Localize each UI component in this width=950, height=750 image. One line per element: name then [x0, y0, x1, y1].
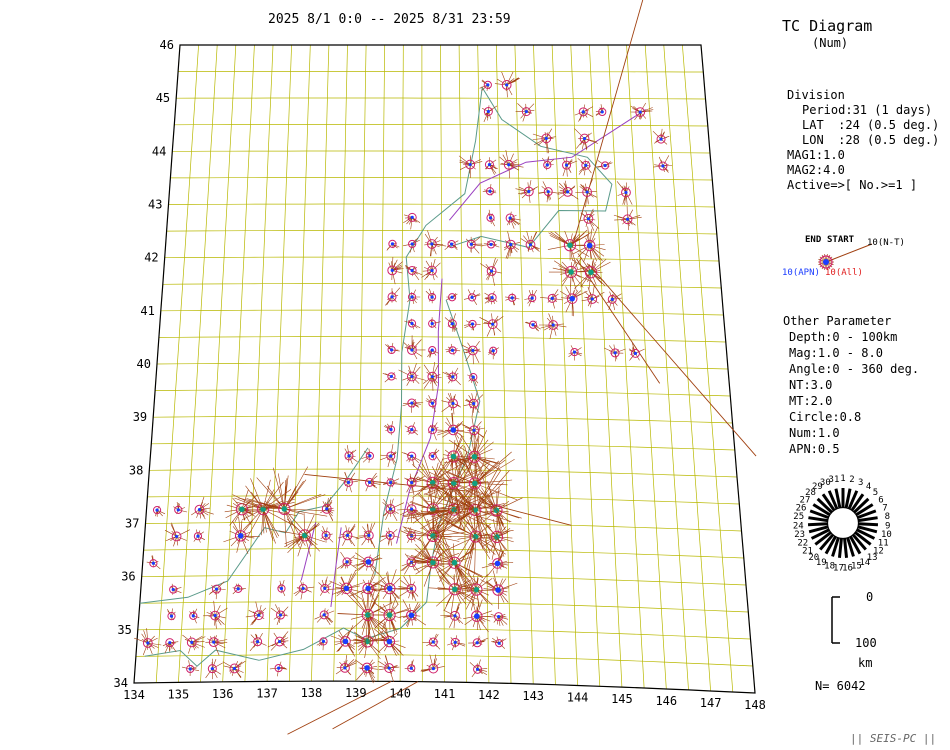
day-label: 11: [878, 539, 889, 549]
division-mag1: MAG1:1.0: [787, 148, 845, 162]
lon-label: 143: [522, 689, 544, 703]
day-label: 2: [849, 475, 854, 485]
division-lat: LAT :24 (0.5 deg.): [802, 118, 940, 132]
day-label: 1: [840, 474, 845, 484]
period-label: 2025 8/1 0:0 -- 2025 8/31 23:59: [268, 12, 511, 27]
day-label: 7: [882, 503, 887, 513]
other-apn: APN:0.5: [789, 442, 840, 456]
footer-brand: || SEIS-PC ||: [850, 732, 937, 745]
day-label: 28: [805, 488, 816, 498]
lon-label: 135: [168, 687, 190, 701]
legend-nt: 10(N-T): [867, 238, 905, 248]
day-label: 23: [794, 530, 805, 540]
legend-symbol: [818, 243, 873, 270]
axis-labels: 34 35 36 37 38 39 40 41 42 43 44 45 46 134 135 136 137 13…: [114, 38, 766, 712]
lon-label: 139: [345, 686, 367, 700]
depth-scale-bottom: 100: [855, 636, 877, 650]
day-label: 15: [851, 562, 862, 572]
lat-label: 46: [160, 38, 174, 52]
day-label: 29: [812, 482, 823, 492]
legend-start: START: [827, 235, 855, 245]
day-label: 20: [808, 553, 819, 563]
tc-symbols: [134, 71, 673, 684]
diagram-title: TC Diagram: [782, 17, 873, 35]
depth-scale-unit: km: [858, 656, 873, 670]
lat-label: 38: [129, 463, 143, 477]
other-circle: Circle:0.8: [789, 410, 862, 424]
lon-label: 137: [256, 686, 278, 700]
other-mt: MT:2.0: [789, 394, 833, 408]
coastline: [139, 86, 613, 667]
other-depth: Depth:0 - 100km: [789, 330, 898, 344]
lat-label: 43: [148, 198, 162, 212]
day-label: 8: [885, 512, 890, 522]
division-lon: LON :28 (0.5 deg.): [802, 133, 940, 147]
lon-label: 142: [478, 688, 500, 702]
day-label: 4: [866, 482, 871, 492]
volcanic-front-lines: [300, 109, 646, 607]
day-label: 6: [878, 495, 883, 505]
day-label: 31: [829, 475, 840, 485]
depth-scale-top: 0: [866, 590, 874, 604]
day-label: 19: [816, 558, 827, 568]
division-heading: Division: [787, 88, 845, 102]
day-label: 10: [881, 530, 892, 540]
day-label: 18: [824, 562, 835, 572]
other-heading: Other Parameter: [783, 314, 892, 328]
day-label: 27: [800, 495, 811, 505]
other-mag: Mag:1.0 - 8.0: [789, 346, 883, 360]
other-nt: NT:3.0: [789, 378, 833, 392]
lat-label: 37: [125, 517, 139, 531]
lon-label: 147: [700, 696, 722, 710]
day-label: 3: [858, 478, 863, 488]
lat-label: 42: [144, 251, 158, 265]
day-label: 25: [793, 512, 804, 522]
lat-label: 44: [152, 144, 166, 158]
day-label: 22: [797, 539, 808, 549]
day-label: 24: [793, 521, 804, 531]
day-label: 17: [833, 564, 844, 574]
lon-label: 141: [434, 687, 456, 701]
day-label: 16: [842, 564, 853, 574]
division-active: Active=>[ No.>=1 ]: [787, 178, 918, 192]
lon-label: 136: [212, 687, 234, 701]
lon-label: 145: [611, 692, 633, 706]
lat-lon-grid: [133, 44, 756, 694]
day-label: 13: [867, 553, 878, 563]
lon-label: 140: [389, 686, 411, 700]
day-label: 5: [873, 488, 878, 498]
other-angle: Angle:0 - 360 deg.: [789, 362, 920, 376]
lon-label: 144: [567, 690, 589, 704]
lon-label: 134: [123, 688, 145, 702]
map-frame: [133, 44, 756, 694]
legend-apn: 10(APN): [782, 268, 820, 278]
diagram-subtitle: (Num): [812, 36, 849, 50]
day-label: 14: [859, 558, 870, 568]
lon-label: 146: [655, 694, 677, 708]
lat-label: 36: [121, 570, 135, 584]
day-clock-dial: 1 2 3 4567891011121314151617181920212223242…: [793, 474, 892, 573]
lon-label: 138: [301, 686, 323, 700]
lon-label: 148: [744, 698, 766, 712]
depth-scale-bar: [831, 596, 840, 644]
legend-end: END: [805, 235, 822, 245]
lat-label: 45: [156, 91, 170, 105]
event-count: N= 6042: [815, 679, 866, 693]
lat-label: 41: [140, 304, 154, 318]
day-label: 26: [796, 503, 807, 513]
lat-label: 35: [117, 623, 131, 637]
division-mag2: MAG2:4.0: [787, 163, 845, 177]
other-num: Num:1.0: [789, 426, 840, 440]
day-label: 12: [873, 546, 884, 556]
day-label: 30: [820, 478, 831, 488]
day-label: 21: [802, 546, 813, 556]
legend-all: 10(All): [825, 268, 863, 278]
lat-label: 34: [114, 676, 128, 690]
division-period: Period:31 (1 days): [802, 103, 933, 117]
lat-label: 40: [137, 357, 151, 371]
lat-label: 39: [133, 410, 147, 424]
day-label: 9: [885, 521, 890, 531]
